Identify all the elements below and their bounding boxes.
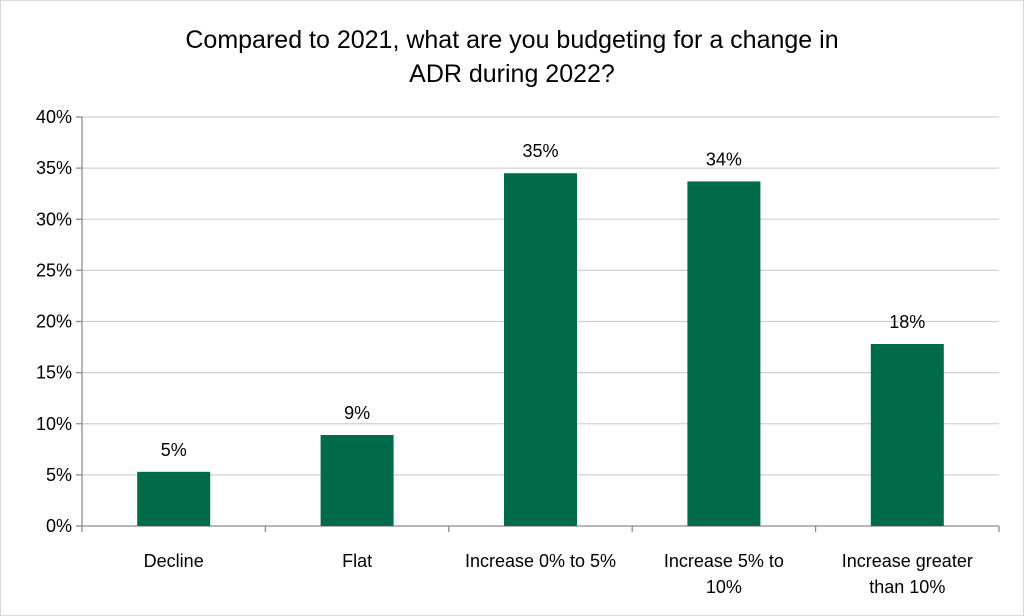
category-label: Increase 5% to xyxy=(664,551,784,571)
category-label: 10% xyxy=(706,577,742,597)
bar xyxy=(687,181,761,527)
category-label: than 10% xyxy=(869,577,945,597)
y-tick-label: 15% xyxy=(36,363,72,383)
category-label: Decline xyxy=(144,551,204,571)
category-label: Flat xyxy=(342,551,372,571)
y-tick-label: 25% xyxy=(36,260,72,280)
y-tick-label: 40% xyxy=(36,107,72,127)
data-label: 34% xyxy=(706,149,742,169)
bar xyxy=(137,471,211,526)
y-tick-label: 0% xyxy=(46,516,72,536)
y-tick-label: 30% xyxy=(36,209,72,229)
y-tick-label: 35% xyxy=(36,158,72,178)
data-label: 18% xyxy=(889,312,925,332)
data-label: 5% xyxy=(161,440,187,460)
data-label: 35% xyxy=(522,141,558,161)
chart-title: Compared to 2021, what are you budgeting… xyxy=(185,26,839,88)
category-label: Increase greater xyxy=(842,551,973,571)
data-label: 9% xyxy=(344,403,370,423)
bar xyxy=(870,343,944,526)
bar xyxy=(504,173,577,527)
category-label: Increase 0% to 5% xyxy=(465,551,616,571)
y-tick-label: 20% xyxy=(36,312,72,332)
bar xyxy=(320,434,394,526)
y-tick-label: 10% xyxy=(36,414,72,434)
y-tick-label: 5% xyxy=(46,465,72,485)
